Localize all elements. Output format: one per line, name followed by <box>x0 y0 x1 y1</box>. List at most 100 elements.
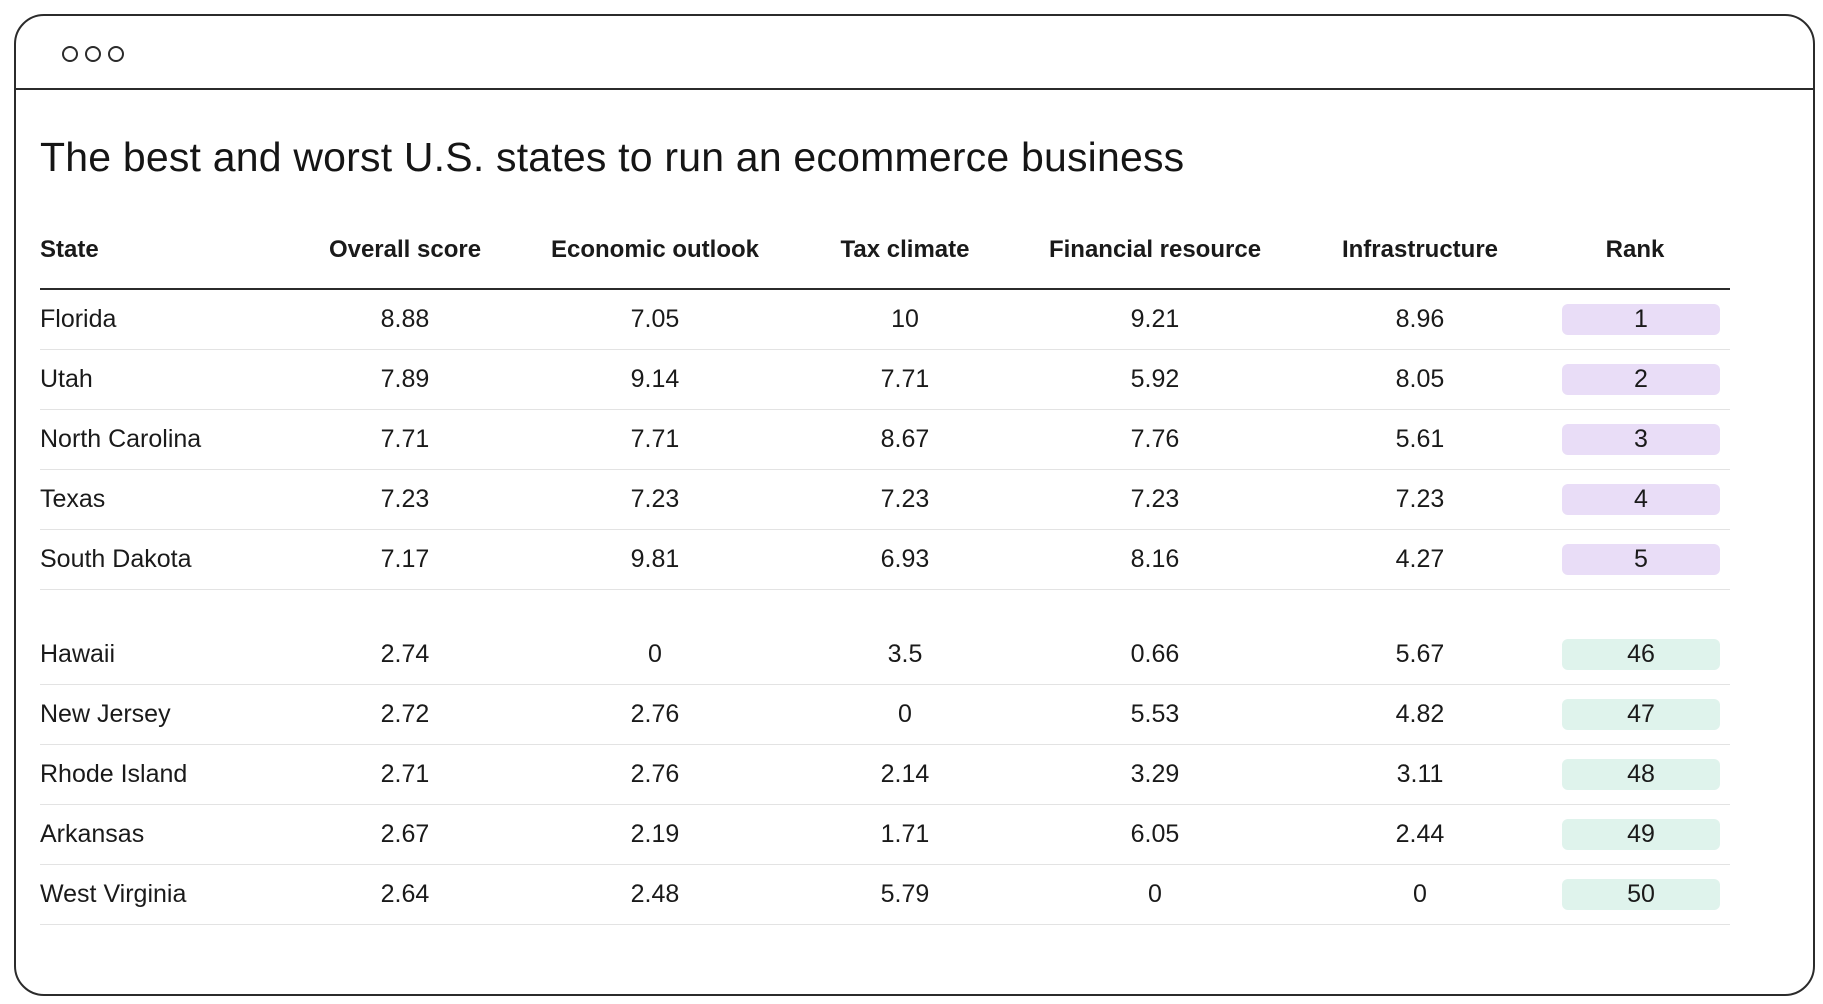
column-header-tax-climate: Tax climate <box>840 235 970 263</box>
column-header-rank: Rank <box>1605 235 1665 263</box>
window-titlebar <box>16 16 1813 90</box>
infrastructure-cell: 2.44 <box>1395 820 1445 848</box>
financial-resource-cell: 7.23 <box>1130 485 1180 513</box>
state-cell: Hawaii <box>40 640 116 668</box>
economic-outlook-cell: 9.14 <box>630 365 680 393</box>
group-spacer <box>40 590 1730 625</box>
window-dot-icon[interactable] <box>108 46 124 62</box>
financial-resource-cell: 3.29 <box>1130 760 1180 788</box>
column-header-state: State <box>40 235 99 263</box>
infrastructure-cell: 8.05 <box>1395 365 1445 393</box>
overall-score-cell: 7.89 <box>380 365 430 393</box>
table-header: State Overall score Economic outlook Tax… <box>40 225 1730 290</box>
economic-outlook-cell: 9.81 <box>630 545 680 573</box>
overall-score-cell: 2.74 <box>380 640 430 668</box>
table-row: Hawaii 2.74 0 3.5 0.66 5.67 46 <box>40 625 1730 685</box>
tax-climate-cell: 10 <box>891 305 919 333</box>
rank-cell: 1 <box>1540 304 1730 335</box>
financial-resource-cell: 5.53 <box>1130 700 1180 728</box>
table-row: Utah 7.89 9.14 7.71 5.92 8.05 2 <box>40 350 1730 410</box>
rank-badge: 46 <box>1562 639 1720 670</box>
economic-outlook-cell: 2.76 <box>630 700 680 728</box>
window-controls <box>62 46 124 62</box>
economic-outlook-cell: 0 <box>648 640 662 668</box>
rank-cell: 50 <box>1540 879 1730 910</box>
tax-climate-cell: 1.71 <box>880 820 930 848</box>
rank-cell: 5 <box>1540 544 1730 575</box>
state-cell: South Dakota <box>40 545 192 573</box>
tax-climate-cell: 5.79 <box>880 880 930 908</box>
window-dot-icon[interactable] <box>85 46 101 62</box>
overall-score-cell: 2.72 <box>380 700 430 728</box>
rank-cell: 4 <box>1540 484 1730 515</box>
rank-badge: 49 <box>1562 819 1720 850</box>
ranking-table: State Overall score Economic outlook Tax… <box>40 225 1730 925</box>
infrastructure-cell: 4.82 <box>1395 700 1445 728</box>
browser-window <box>14 14 1815 996</box>
infrastructure-cell: 3.11 <box>1396 760 1444 788</box>
table-row: Texas 7.23 7.23 7.23 7.23 7.23 4 <box>40 470 1730 530</box>
rank-badge: 47 <box>1562 699 1720 730</box>
rank-cell: 2 <box>1540 364 1730 395</box>
financial-resource-cell: 7.76 <box>1130 425 1180 453</box>
table-row: Rhode Island 2.71 2.76 2.14 3.29 3.11 48 <box>40 745 1730 805</box>
economic-outlook-cell: 7.71 <box>630 425 680 453</box>
table-row: North Carolina 7.71 7.71 8.67 7.76 5.61 … <box>40 410 1730 470</box>
economic-outlook-cell: 7.23 <box>630 485 680 513</box>
overall-score-cell: 2.64 <box>380 880 430 908</box>
rank-badge: 3 <box>1562 424 1720 455</box>
state-cell: Florida <box>40 305 117 333</box>
rank-badge: 1 <box>1562 304 1720 335</box>
table-row: South Dakota 7.17 9.81 6.93 8.16 4.27 5 <box>40 530 1730 590</box>
overall-score-cell: 7.71 <box>380 425 430 453</box>
state-cell: Arkansas <box>40 820 145 848</box>
rank-cell: 48 <box>1540 759 1730 790</box>
column-header-financial-resource: Financial resource <box>1048 235 1262 263</box>
top-states-group: Florida 8.88 7.05 10 9.21 8.96 1 Utah 7.… <box>40 290 1730 590</box>
state-cell: North Carolina <box>40 425 202 453</box>
rank-badge: 5 <box>1562 544 1720 575</box>
bottom-states-group: Hawaii 2.74 0 3.5 0.66 5.67 46 New Jerse… <box>40 625 1730 925</box>
financial-resource-cell: 0 <box>1148 880 1162 908</box>
overall-score-cell: 8.88 <box>380 305 430 333</box>
rank-badge: 2 <box>1562 364 1720 395</box>
financial-resource-cell: 8.16 <box>1130 545 1180 573</box>
state-cell: Texas <box>40 485 106 513</box>
tax-climate-cell: 6.93 <box>880 545 930 573</box>
economic-outlook-cell: 2.19 <box>630 820 680 848</box>
tax-climate-cell: 7.71 <box>880 365 930 393</box>
tax-climate-cell: 7.23 <box>880 485 930 513</box>
economic-outlook-cell: 7.05 <box>630 305 680 333</box>
infrastructure-cell: 7.23 <box>1395 485 1445 513</box>
tax-climate-cell: 8.67 <box>880 425 930 453</box>
overall-score-cell: 7.17 <box>380 545 430 573</box>
page-title: The best and worst U.S. states to run an… <box>40 134 1185 180</box>
table-row: New Jersey 2.72 2.76 0 5.53 4.82 47 <box>40 685 1730 745</box>
table-row: Florida 8.88 7.05 10 9.21 8.96 1 <box>40 290 1730 350</box>
overall-score-cell: 2.67 <box>380 820 430 848</box>
rank-badge: 48 <box>1562 759 1720 790</box>
infrastructure-cell: 0 <box>1413 880 1427 908</box>
rank-badge: 50 <box>1562 879 1720 910</box>
financial-resource-cell: 0.66 <box>1130 640 1180 668</box>
financial-resource-cell: 9.21 <box>1130 305 1180 333</box>
table-row: Arkansas 2.67 2.19 1.71 6.05 2.44 49 <box>40 805 1730 865</box>
tax-climate-cell: 3.5 <box>887 640 923 668</box>
state-cell: New Jersey <box>40 700 171 728</box>
rank-cell: 3 <box>1540 424 1730 455</box>
rank-cell: 49 <box>1540 819 1730 850</box>
rank-cell: 47 <box>1540 699 1730 730</box>
financial-resource-cell: 5.92 <box>1130 365 1180 393</box>
rank-cell: 46 <box>1540 639 1730 670</box>
infrastructure-cell: 4.27 <box>1395 545 1445 573</box>
tax-climate-cell: 2.14 <box>880 760 930 788</box>
financial-resource-cell: 6.05 <box>1130 820 1180 848</box>
tax-climate-cell: 0 <box>898 700 912 728</box>
overall-score-cell: 7.23 <box>380 485 430 513</box>
state-cell: West Virginia <box>40 880 187 908</box>
column-header-overall-score: Overall score <box>328 235 482 263</box>
overall-score-cell: 2.71 <box>380 760 430 788</box>
column-header-economic-outlook: Economic outlook <box>550 235 759 263</box>
window-dot-icon[interactable] <box>62 46 78 62</box>
infrastructure-cell: 5.67 <box>1395 640 1445 668</box>
